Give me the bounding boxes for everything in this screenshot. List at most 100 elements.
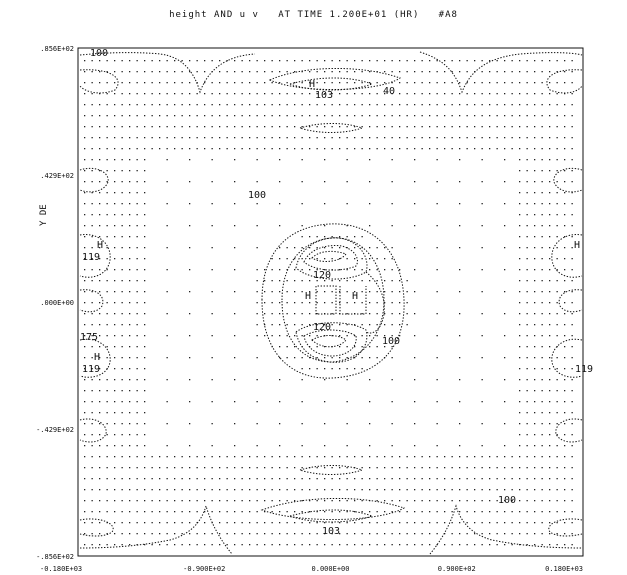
vector-dot	[249, 456, 251, 458]
vector-dot	[414, 379, 416, 381]
vector-dot	[384, 269, 386, 271]
vector-dot	[339, 368, 341, 370]
vector-dot	[391, 401, 393, 403]
vector-dot	[369, 104, 371, 106]
vector-dot	[151, 533, 153, 535]
vector-dot	[496, 60, 498, 62]
vector-dot	[346, 93, 348, 95]
vector-dot	[84, 82, 86, 84]
vector-dot	[504, 137, 506, 139]
vector-dot	[309, 247, 311, 249]
vector-dot	[421, 60, 423, 62]
vector-dot	[99, 82, 101, 84]
vector-dot	[526, 115, 528, 117]
vector-dot	[219, 489, 221, 491]
vector-dot	[286, 500, 288, 502]
vector-dot	[541, 456, 543, 458]
vector-dot	[549, 181, 551, 183]
vector-dot	[234, 181, 236, 183]
vector-dot	[346, 247, 348, 249]
vector-dot	[309, 313, 311, 315]
vector-dot	[481, 522, 483, 524]
vector-dot	[294, 148, 296, 150]
vector-dot	[256, 280, 258, 282]
vector-dot	[466, 115, 468, 117]
vector-dot	[286, 126, 288, 128]
vector-dot	[399, 324, 401, 326]
vector-dot	[564, 313, 566, 315]
vector-dot	[99, 368, 101, 370]
vector-dot	[481, 115, 483, 117]
vector-dot	[346, 181, 348, 183]
vector-dot	[99, 115, 101, 117]
vector-dot	[549, 203, 551, 205]
vector-dot	[256, 478, 258, 480]
vector-dot	[301, 445, 303, 447]
vector-dot	[144, 148, 146, 150]
vector-dot	[436, 423, 438, 425]
vector-dot	[376, 247, 378, 249]
vector-dot	[331, 93, 333, 95]
vector-dot	[391, 71, 393, 73]
vector-dot	[196, 148, 198, 150]
vector-dot	[204, 93, 206, 95]
vector-dot	[114, 511, 116, 513]
vector-dot	[121, 82, 123, 84]
vector-dot	[571, 148, 573, 150]
vector-dot	[204, 126, 206, 128]
vector-dot	[436, 478, 438, 480]
vector-dot	[121, 269, 123, 271]
vector-dot	[444, 126, 446, 128]
vector-dot	[84, 225, 86, 227]
vector-dot	[301, 258, 303, 260]
vector-dot	[361, 324, 363, 326]
vector-dot	[234, 401, 236, 403]
vector-dot	[129, 335, 131, 337]
vector-dot	[384, 511, 386, 513]
vector-dot	[406, 148, 408, 150]
vector-dot	[271, 511, 273, 513]
vector-dot	[234, 159, 236, 161]
vector-dot	[211, 335, 213, 337]
vector-dot	[526, 478, 528, 480]
vector-dot	[519, 401, 521, 403]
vector-dot	[459, 82, 461, 84]
vector-dot	[84, 258, 86, 260]
vector-dot	[459, 456, 461, 458]
vector-dot	[279, 93, 281, 95]
vector-dot	[414, 445, 416, 447]
vector-dot	[196, 544, 198, 546]
vector-dot	[339, 71, 341, 73]
vector-dot	[151, 522, 153, 524]
vector-dot	[534, 170, 536, 172]
vector-dot	[541, 192, 543, 194]
vector-dot	[369, 357, 371, 359]
vector-dot	[474, 126, 476, 128]
vector-dot	[541, 390, 543, 392]
vector-dot	[309, 302, 311, 304]
vector-dot	[556, 533, 558, 535]
vector-dot	[564, 544, 566, 546]
vector-dot	[166, 423, 168, 425]
vector-dot	[324, 159, 326, 161]
vector-dot	[564, 423, 566, 425]
vector-dot	[346, 401, 348, 403]
vector-dot	[481, 126, 483, 128]
vector-dot	[301, 291, 303, 293]
vector-dot	[91, 60, 93, 62]
contour-top-left	[79, 52, 256, 94]
vector-dot	[436, 489, 438, 491]
vector-dot	[436, 500, 438, 502]
vector-dot	[451, 126, 453, 128]
vector-dot	[369, 544, 371, 546]
vector-dot	[106, 445, 108, 447]
vector-dot	[256, 126, 258, 128]
vector-dot	[99, 104, 101, 106]
vector-dot	[279, 357, 281, 359]
vector-dot	[136, 126, 138, 128]
vector-dot	[414, 126, 416, 128]
vector-dot	[129, 159, 131, 161]
vector-dot	[144, 115, 146, 117]
vector-dot	[571, 302, 573, 304]
vector-dot	[369, 302, 371, 304]
